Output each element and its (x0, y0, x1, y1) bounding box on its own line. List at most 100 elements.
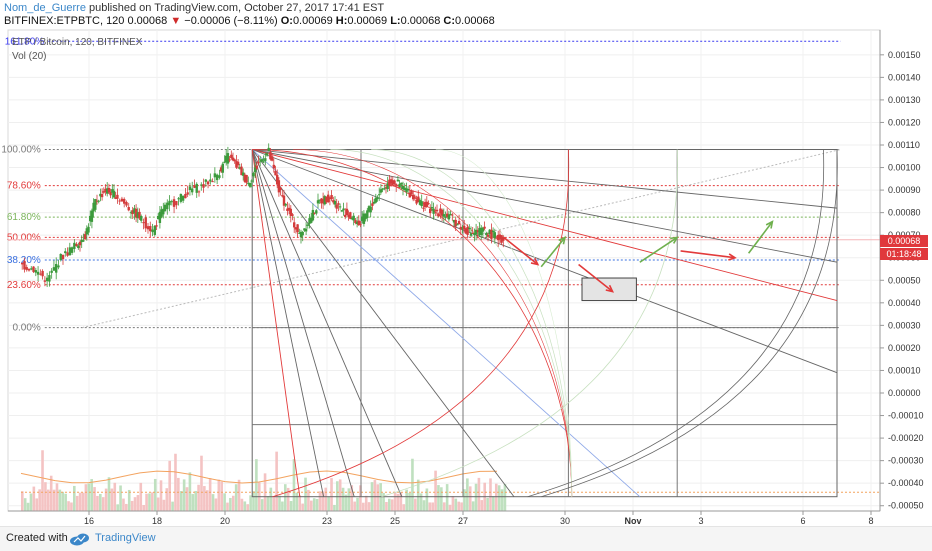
volume-bar (113, 482, 117, 511)
candle-body (211, 181, 214, 183)
candle-body (242, 172, 245, 176)
candle-body (405, 188, 408, 192)
close-value: 0.00068 (455, 15, 495, 27)
price-tick-label: 0.00040 (888, 298, 921, 308)
candle-body (463, 225, 466, 230)
gann-fan-line (251, 149, 641, 498)
tradingview-brand-link[interactable]: TradingView (95, 532, 156, 544)
candle-body (345, 208, 349, 216)
candle-body (252, 173, 255, 177)
candle-body (270, 156, 274, 161)
volume-bar (463, 489, 466, 511)
candle-body (175, 201, 178, 206)
candle-body (315, 210, 318, 214)
volume-bar (468, 486, 472, 511)
price-chart[interactable]: 161.80% 100.00% 78.60% 61.80% 50.00% 38.20% 23… (0, 0, 932, 526)
publish-text: published on TradingView.com, October 27… (89, 2, 385, 14)
volume-bar (104, 488, 108, 511)
candle-body (255, 165, 258, 169)
candle-body (66, 252, 69, 256)
candle-body (30, 268, 33, 270)
volume-bar (191, 494, 195, 511)
candle-body (99, 193, 102, 197)
volume-bar (148, 493, 151, 511)
volume-bar (78, 492, 82, 511)
high-value: 0.00069 (347, 15, 388, 27)
candle-body (100, 194, 104, 198)
volume-bar (171, 501, 174, 511)
volume-bars (20, 450, 880, 511)
volume-bar (327, 496, 330, 511)
candle-body (425, 201, 428, 207)
volume-bar (208, 478, 212, 511)
volume-bar (110, 488, 114, 511)
candle-body (323, 196, 326, 205)
candle-body (376, 197, 379, 200)
candle-body (202, 184, 205, 188)
volume-bar (477, 477, 481, 511)
volume-bar (32, 486, 36, 511)
candle-body (286, 208, 289, 211)
candle-body (160, 209, 163, 217)
candle-body (359, 224, 362, 226)
tradingview-logo-icon[interactable] (69, 532, 91, 546)
symbol-info: BITFINEX:ETPBTC, 120 0.00068 ▼ −0.00006 … (4, 15, 495, 27)
gann-fan-line (252, 149, 838, 209)
candle-body (262, 161, 265, 163)
volume-bar (122, 498, 125, 511)
series-legend[interactable]: ETP / Bitcoin, 120, BITFINEX (12, 37, 143, 48)
volume-bar (307, 489, 310, 511)
volume-bar (87, 483, 91, 511)
candle-body (80, 239, 83, 243)
candle-body (451, 214, 454, 216)
candle-body (381, 188, 384, 190)
volume-bar (136, 495, 140, 511)
volume-bar (497, 485, 501, 511)
candle-body (408, 192, 411, 198)
candle-body (264, 158, 267, 161)
candle-body (39, 273, 42, 275)
high-label: H: (335, 15, 348, 27)
price-tick-label: 0.00080 (888, 208, 921, 218)
candle-body (247, 183, 250, 185)
volume-bar (333, 504, 336, 511)
price-tick-label: 0.00030 (888, 320, 921, 330)
price-change: −0.00006 (−8.11%) (184, 15, 278, 27)
candle-body (437, 213, 440, 217)
candle-body (204, 179, 207, 182)
candle-body (391, 180, 394, 185)
candle-body (461, 227, 464, 229)
candle-body (276, 174, 279, 185)
volume-bar (466, 478, 469, 511)
candle-body (327, 194, 330, 203)
plot-area (7, 29, 881, 512)
volume-bar (272, 497, 276, 511)
gann-fan-line (251, 149, 515, 497)
volume-bar (312, 498, 316, 511)
volume-bar (440, 487, 443, 511)
time-tick-label: 30 (560, 516, 570, 526)
volume-bar (474, 483, 478, 511)
candle-body (45, 277, 49, 282)
candle-body (378, 194, 381, 196)
last-price: 0.00068 (127, 15, 168, 27)
volume-bar (237, 479, 241, 511)
bar-countdown-badge: 01:18:48 (880, 248, 928, 260)
candle-body (471, 233, 474, 235)
gann-arc (330, 149, 573, 497)
candle-body (225, 155, 228, 163)
candle-body (383, 188, 386, 190)
candle-body (144, 217, 147, 229)
time-axis[interactable]: 16 18 20 23 25 27 30 Nov 3 6 8 (8, 510, 880, 526)
chart-grid (7, 29, 881, 512)
volume-bar (182, 479, 186, 511)
candle-body (395, 184, 398, 186)
candle-body (134, 208, 138, 218)
volume-bar (130, 500, 134, 511)
candle-body (483, 226, 486, 229)
volume-legend[interactable]: Vol (20) (12, 51, 47, 62)
price-axis[interactable]: 0.00150 0.00140 0.00130 0.00120 0.00110 0.001… (879, 30, 924, 511)
author-link[interactable]: Nom_de_Guerre (4, 2, 86, 14)
candle-body (245, 174, 248, 183)
volume-bar (151, 492, 154, 511)
